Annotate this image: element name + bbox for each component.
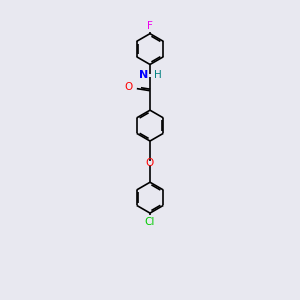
Text: O: O	[146, 158, 154, 168]
Text: Cl: Cl	[145, 217, 155, 227]
Text: H: H	[154, 70, 162, 80]
Text: F: F	[147, 21, 153, 32]
Text: O: O	[124, 82, 133, 92]
Text: N: N	[139, 70, 148, 80]
